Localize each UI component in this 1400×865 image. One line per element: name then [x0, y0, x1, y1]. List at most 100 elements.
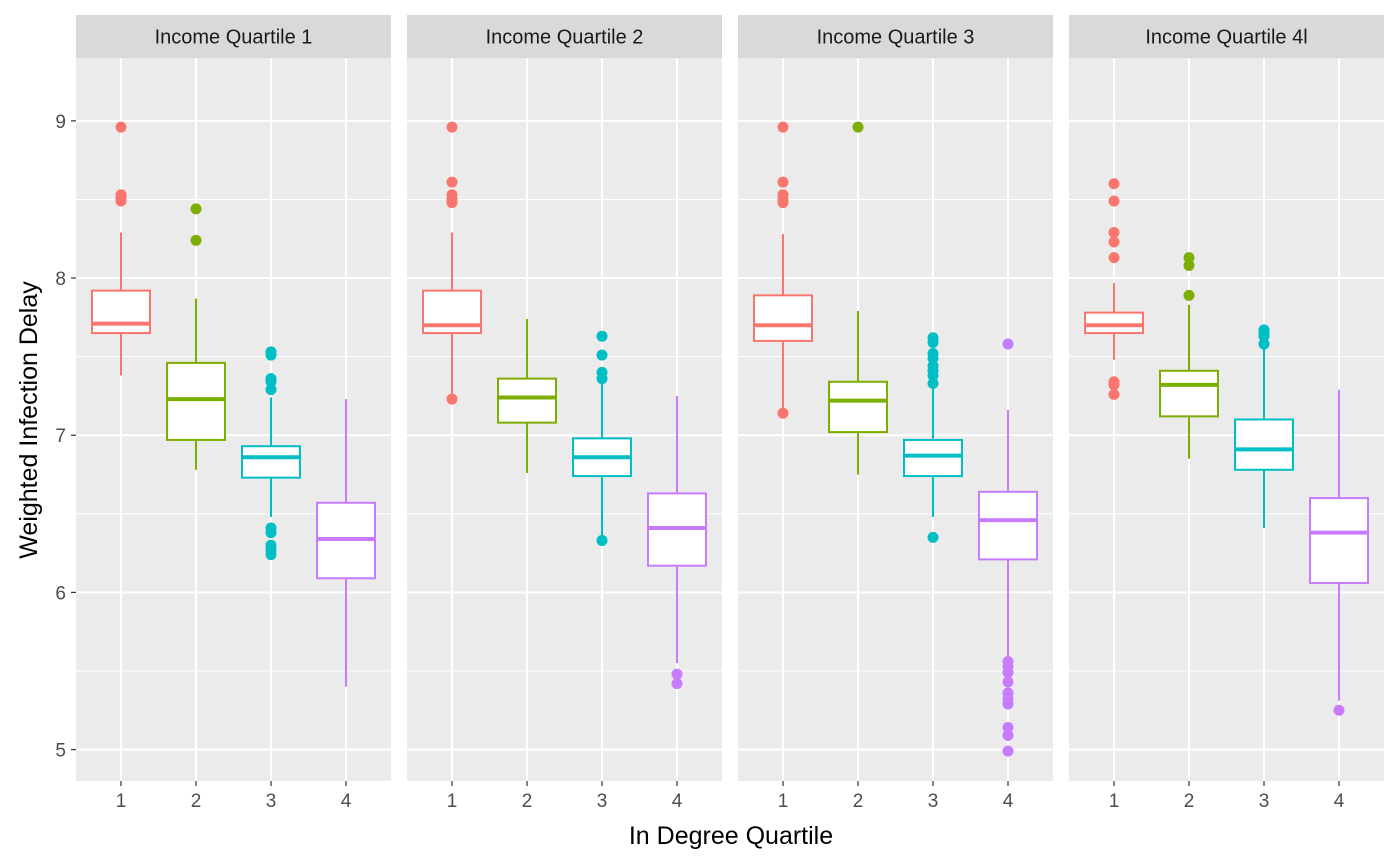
boxplot-3	[903, 332, 963, 543]
x-tick-label: 3	[266, 791, 277, 812]
outlier-point	[927, 352, 939, 364]
strip-label: Income Quartile 3	[817, 27, 975, 49]
panel-background	[1069, 58, 1384, 781]
outlier-point	[1108, 252, 1120, 264]
y-tick-label: 9	[55, 112, 66, 133]
x-tick-label: 2	[191, 791, 202, 812]
outlier-point	[115, 195, 127, 207]
outlier-point	[1258, 330, 1270, 342]
outlier-point	[777, 176, 789, 188]
outlier-point	[265, 384, 277, 396]
outlier-point	[927, 369, 939, 381]
outlier-point	[1002, 676, 1014, 688]
box	[753, 294, 813, 342]
box	[978, 490, 1038, 561]
outlier-point	[265, 376, 277, 388]
y-tick-label: 8	[55, 269, 66, 290]
x-tick-label: 1	[778, 791, 789, 812]
x-tick-label: 3	[597, 791, 608, 812]
boxplot-4	[316, 399, 376, 687]
x-tick-label: 2	[1184, 791, 1195, 812]
outlier-point	[596, 349, 608, 361]
strip-label: Income Quartile 2	[486, 27, 644, 49]
strip-background	[407, 15, 722, 58]
x-tick-label: 2	[522, 791, 533, 812]
x-tick-label: 1	[116, 791, 127, 812]
outlier-point	[1108, 388, 1120, 400]
strip-background	[1069, 15, 1384, 58]
outlier-point	[1183, 259, 1195, 271]
box	[241, 445, 301, 479]
outlier-point	[1108, 178, 1120, 190]
box	[91, 289, 151, 335]
x-tick-label: 4	[341, 791, 352, 812]
strip-label: Income Quartile 1	[155, 27, 313, 49]
outlier-point	[1002, 667, 1014, 679]
outlier-point	[927, 531, 939, 543]
boxplot-3	[241, 346, 301, 561]
x-tick-label: 1	[1109, 791, 1120, 812]
box	[1159, 369, 1219, 418]
strip-background	[76, 15, 391, 58]
boxplot-1	[753, 121, 813, 419]
boxplot-2	[497, 318, 557, 473]
x-axis-title: In Degree Quartile	[629, 822, 833, 850]
outlier-point	[265, 549, 277, 561]
x-tick-label: 4	[1334, 791, 1345, 812]
boxplot-2	[1159, 252, 1219, 459]
facet-panel: Income Quartile 4l 1 2 3 4	[1069, 15, 1384, 812]
boxplot-1	[422, 121, 482, 405]
box	[828, 380, 888, 434]
box	[497, 377, 557, 424]
facet-panel: Income Quartile 1 1 2 3 4	[76, 15, 391, 812]
y-axis-title: Weighted Infection Delay	[15, 281, 43, 559]
strip-background	[738, 15, 1053, 58]
y-tick-label: 5	[55, 741, 66, 762]
outlier-point	[190, 234, 202, 246]
outlier-point	[1108, 226, 1120, 238]
outlier-point	[596, 330, 608, 342]
y-tick-label: 7	[55, 426, 66, 447]
outlier-point	[1002, 729, 1014, 741]
outlier-point	[265, 349, 277, 361]
x-tick-label: 3	[1259, 791, 1270, 812]
boxplot-2	[828, 121, 888, 475]
x-tick-label: 4	[1003, 791, 1014, 812]
outlier-point	[596, 535, 608, 547]
strip-label: Income Quartile 4l	[1145, 27, 1307, 49]
outlier-point	[777, 121, 789, 133]
outlier-point	[1183, 252, 1195, 264]
outlier-point	[671, 678, 683, 690]
boxplot-1	[91, 121, 151, 376]
boxplot-4	[1309, 389, 1369, 716]
outlier-point	[1108, 236, 1120, 248]
outlier-point	[1183, 289, 1195, 301]
boxplot-4	[978, 338, 1038, 757]
box	[1084, 311, 1144, 335]
outlier-point	[671, 668, 683, 680]
outlier-point	[927, 336, 939, 348]
outlier-point	[596, 373, 608, 385]
outlier-point	[852, 121, 864, 133]
y-tick-label: 6	[55, 583, 66, 604]
panel-background	[738, 58, 1053, 781]
x-tick-label: 1	[447, 791, 458, 812]
outlier-point	[1108, 379, 1120, 391]
outlier-point	[265, 527, 277, 539]
outlier-point	[777, 197, 789, 209]
boxplot-4	[647, 395, 707, 690]
panel-background	[76, 58, 391, 781]
outlier-point	[1108, 195, 1120, 207]
outlier-point	[190, 203, 202, 215]
boxplot-3	[1234, 324, 1294, 528]
outlier-point	[927, 377, 939, 389]
outlier-point	[777, 407, 789, 419]
panel-background	[407, 58, 722, 781]
box	[1234, 418, 1294, 471]
outlier-point	[1002, 338, 1014, 350]
facet-panel: Income Quartile 3 1 2 3 4	[738, 15, 1053, 812]
outlier-point	[446, 176, 458, 188]
box	[1309, 497, 1369, 584]
x-tick-label: 3	[928, 791, 939, 812]
